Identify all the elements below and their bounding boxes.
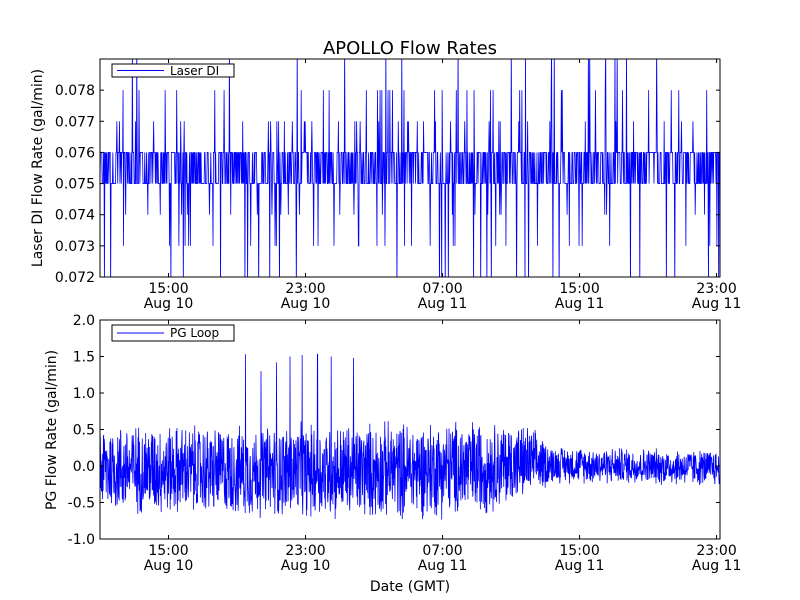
pg-loop-ytick-label: 2.0	[73, 313, 95, 329]
laser-di-xtick-date-label: Aug 11	[555, 296, 605, 312]
pg-loop-axes-frame	[99, 319, 721, 540]
pg-loop-ytick-label: 0.5	[73, 423, 95, 439]
pg-loop-xtick-time-label: 15:00	[148, 543, 188, 559]
pg-loop-ytick-label: 1.0	[73, 386, 95, 402]
pg-loop-ytick-label: 0.0	[73, 459, 95, 475]
pg-loop-legend: PG Loop	[111, 324, 235, 342]
laser-di-xtick-time-label: 23:00	[285, 281, 325, 297]
pg-loop-xtick-date-label: Aug 10	[281, 558, 331, 574]
pg-loop-series-line	[100, 353, 720, 520]
laser-di-xtick-time-label: 15:00	[559, 281, 599, 297]
laser-di-legend-box	[111, 63, 235, 78]
pg-loop-xtick-date-label: Aug 10	[144, 558, 194, 574]
laser-di-ytick-label: 0.078	[55, 83, 95, 99]
laser-di-ytick-label: 0.074	[55, 208, 95, 224]
laser-di-panel: 0.072 0.073 0.074 0.075 0.076 0.077 0.078 15:00…	[30, 58, 741, 312]
laser-di-legend: Laser DI	[111, 63, 235, 78]
laser-di-xtick-time-label: 23:00	[696, 281, 736, 297]
laser-di-ytick-label: 0.076	[55, 145, 95, 161]
laser-di-series-line	[100, 59, 720, 277]
chart-title: APOLLO Flow Rates	[323, 38, 497, 59]
laser-di-xtick-date-label: Aug 11	[692, 296, 742, 312]
laser-di-ylabel: Laser DI Flow Rate (gal/min)	[30, 69, 46, 267]
laser-di-xtick-time-label: 07:00	[422, 281, 462, 297]
laser-di-xtick-date-label: Aug 11	[418, 296, 468, 312]
pg-loop-xtick-time-label: 15:00	[559, 543, 599, 559]
laser-di-ticks: 0.072 0.073 0.074 0.075 0.076 0.077 0.078 15:00…	[55, 59, 741, 312]
laser-di-xtick-date-label: Aug 10	[144, 296, 194, 312]
pg-loop-plot-area	[100, 320, 720, 539]
pg-loop-ytick-label: -1.0	[68, 532, 95, 548]
pg-loop-ytick-label: 1.5	[73, 350, 95, 366]
pg-loop-xtick-date-label: Aug 11	[692, 558, 742, 574]
pg-loop-xtick-time-label: 07:00	[422, 543, 462, 559]
pg-loop-xlabel: Date (GMT)	[370, 579, 450, 595]
pg-loop-ylabel: PG Flow Rate (gal/min)	[44, 350, 60, 510]
laser-di-xtick-date-label: Aug 10	[281, 296, 331, 312]
laser-di-ytick-label: 0.073	[55, 239, 95, 255]
laser-di-ytick-label: 0.077	[55, 114, 95, 130]
pg-loop-xtick-date-label: Aug 11	[418, 558, 468, 574]
laser-di-series	[100, 59, 720, 277]
pg-loop-ytick-label: -0.5	[68, 496, 95, 512]
pg-loop-legend-box	[111, 324, 235, 342]
laser-di-axes-frame	[99, 58, 721, 278]
pg-loop-xtick-time-label: 23:00	[285, 543, 325, 559]
pg-loop-series	[100, 353, 720, 520]
laser-di-ytick-label: 0.072	[55, 270, 95, 286]
pg-loop-legend-label: PG Loop	[170, 326, 219, 340]
laser-di-ytick-label: 0.075	[55, 177, 95, 193]
pg-loop-xtick-time-label: 23:00	[696, 543, 736, 559]
pg-loop-xtick-date-label: Aug 11	[555, 558, 605, 574]
laser-di-xtick-time-label: 15:00	[148, 281, 188, 297]
laser-di-legend-label: Laser DI	[170, 64, 219, 78]
